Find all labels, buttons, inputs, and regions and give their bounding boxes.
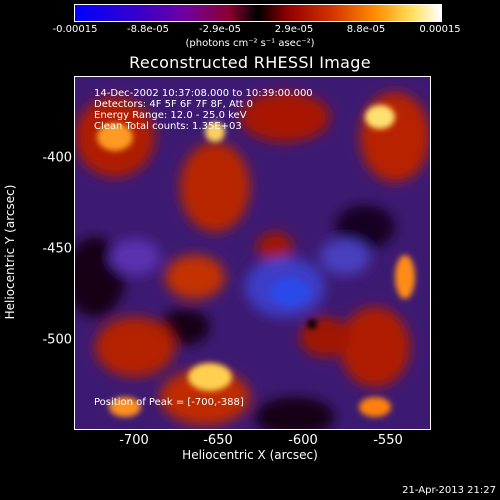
colorbar-tick: -2.9e-05 xyxy=(199,24,241,35)
y-tick: -400 xyxy=(42,150,72,166)
colorbar-tick: 2.9e-05 xyxy=(274,24,314,35)
x-axis-label: Heliocentric X (arcsec) xyxy=(182,448,318,462)
image-plot xyxy=(74,76,431,430)
y-axis-label: Heliocentric Y (arcsec) xyxy=(3,184,17,320)
detectors-label: Detectors: 4F 5F 6F 7F 8F, Att 0 xyxy=(94,99,254,110)
x-tick: -550 xyxy=(373,433,403,448)
energy-range: Energy Range: 12.0 - 25.0 keV xyxy=(94,110,247,121)
y-tick: -450 xyxy=(42,241,72,257)
footer-timestamp: 21-Apr-2013 21:27 xyxy=(402,485,496,496)
clean-counts: Clean Total counts: 1.35E+03 xyxy=(94,121,242,132)
colorbar-tick: 8.8e-05 xyxy=(346,24,386,35)
colorbar-tick: -8.8e-05 xyxy=(127,24,169,35)
colorbar xyxy=(74,4,442,22)
peak-position: Position of Peak = [-700,-388] xyxy=(94,397,244,408)
colorbar-tick: -0.00015 xyxy=(52,24,98,35)
x-tick: -600 xyxy=(288,433,318,448)
image-title: Reconstructed RHESSI Image xyxy=(129,53,371,72)
reconstructed-image xyxy=(75,77,430,429)
x-tick: -650 xyxy=(203,433,233,448)
colorbar-tick: 0.00015 xyxy=(419,24,461,35)
x-tick: -700 xyxy=(119,433,149,448)
time-range: 14-Dec-2002 10:37:08.000 to 10:39:00.000 xyxy=(94,88,313,99)
y-tick: -500 xyxy=(42,332,72,348)
colorbar-units: (photons cm⁻² s⁻¹ asec⁻²) xyxy=(185,38,315,49)
